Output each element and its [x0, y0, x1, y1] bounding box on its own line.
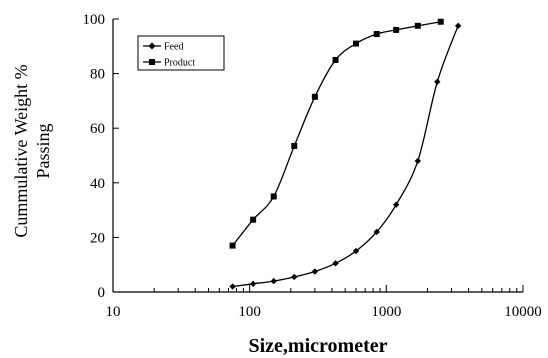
series-line-product: [232, 21, 441, 246]
y-tick-label: 60: [90, 121, 105, 137]
x-tick-label: 10: [106, 304, 121, 320]
y-axis-title: Cummulative Weight % Passing: [11, 64, 53, 237]
legend-feed-marker: [148, 42, 156, 50]
data-point-product: [373, 31, 380, 38]
data-point-feed: [352, 247, 360, 255]
data-point-feed: [434, 78, 441, 85]
data-point-product: [353, 40, 360, 47]
y-tick-label: 0: [98, 285, 106, 301]
data-point-product: [437, 18, 444, 25]
data-point-feed: [454, 22, 462, 30]
data-point-feed: [392, 201, 400, 208]
data-point-feed: [249, 280, 257, 288]
data-point-feed: [229, 283, 236, 290]
legend-product-marker: [149, 59, 155, 65]
axis-ticks: 0 20 40 60 80 100 10 100 1000 10000: [83, 12, 542, 320]
series-layer: [229, 18, 462, 290]
y-tick-label: 20: [90, 230, 105, 246]
y-axis-title-line-2: Passing: [33, 123, 53, 178]
data-point-feed: [311, 268, 319, 275]
data-point-feed: [373, 228, 380, 236]
legend-feed-label: Feed: [164, 42, 183, 53]
data-point-feed: [291, 273, 298, 281]
data-point-product: [332, 56, 339, 63]
y-tick-label: 80: [90, 67, 105, 83]
y-axis-title-line-1: Cummulative Weight %: [11, 64, 31, 237]
x-tick-label: 100: [238, 304, 261, 320]
data-point-product: [291, 142, 298, 149]
legend-product-label: Product: [164, 58, 195, 69]
data-point-product: [229, 242, 236, 249]
data-point-feed: [332, 260, 339, 267]
data-point-product: [393, 26, 400, 33]
data-point-product: [311, 93, 318, 100]
data-point-product: [250, 216, 257, 223]
data-point-product: [414, 22, 421, 29]
data-point-feed: [270, 277, 277, 285]
y-tick-label: 100: [83, 12, 106, 28]
x-tick-label: 1000: [371, 304, 401, 320]
data-point-feed: [414, 157, 422, 165]
x-axis-title: Size,micrometer: [249, 335, 388, 357]
series-line-feed: [232, 25, 459, 288]
axes: [112, 19, 523, 293]
x-tick-label: 10000: [504, 304, 542, 320]
data-point-product: [270, 193, 277, 200]
legend: Feed Product: [137, 35, 225, 71]
y-tick-label: 40: [90, 176, 105, 192]
